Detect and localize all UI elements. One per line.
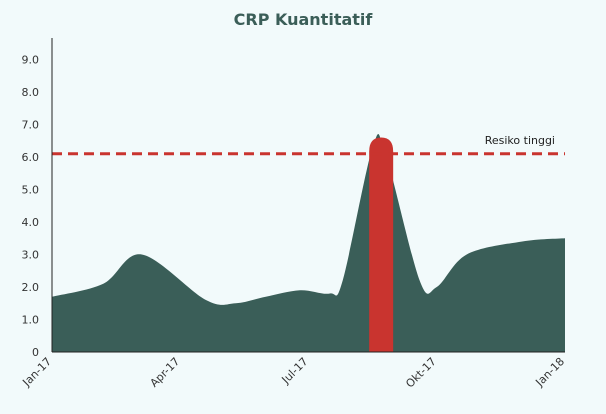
y-tick-label: 0 [32, 346, 39, 359]
y-tick-label: 7.0 [22, 119, 40, 132]
y-tick-label: 6.0 [22, 151, 40, 164]
y-tick-label: 5.0 [22, 184, 40, 197]
y-tick-label: 2.0 [22, 281, 40, 294]
y-tick-label: 4.0 [22, 216, 40, 229]
chart-title: CRP Kuantitatif [233, 10, 373, 29]
y-tick-label: 3.0 [22, 249, 40, 262]
area-series [52, 133, 565, 352]
y-tick-label: 8.0 [22, 86, 40, 99]
x-tick-label: Jan-17 [20, 355, 55, 390]
y-tick-label: 1.0 [22, 314, 40, 327]
highlight-bar [369, 137, 394, 352]
threshold-label: Resiko tinggi [485, 134, 555, 147]
x-tick-label: Apr-17 [148, 355, 183, 390]
y-tick-label: 9.0 [22, 54, 40, 67]
x-tick-label: Jan-18 [533, 355, 568, 390]
x-tick-label: Jul-17 [279, 355, 311, 387]
x-tick-label: Okt-17 [403, 355, 439, 391]
